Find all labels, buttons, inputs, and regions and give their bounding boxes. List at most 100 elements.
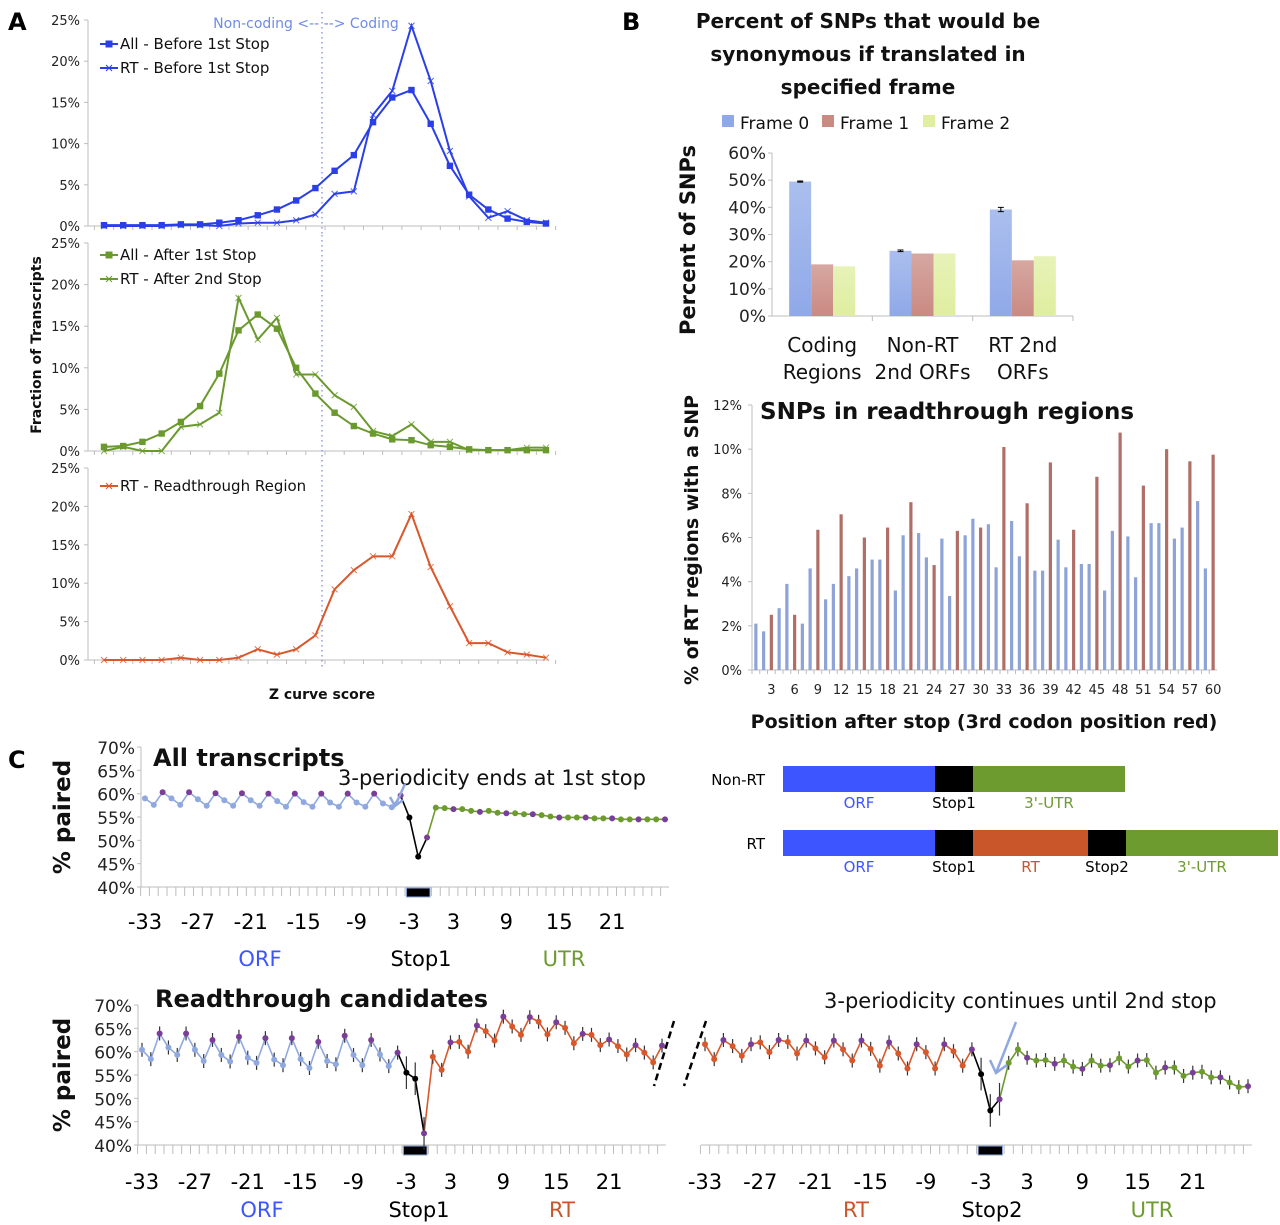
bar [777,608,781,670]
y-tick-label: 10% [51,362,80,377]
y-tick-label: 25% [51,462,80,477]
y-tick-label: 20% [51,500,80,515]
readthrough-candidates-title: Readthrough candidates [155,985,488,1013]
data-point-third-position [662,816,668,823]
data-point [215,656,223,664]
data-point [415,853,422,860]
data-point-third-position [1051,1060,1058,1067]
schematic-segment-label: ORF [844,858,875,876]
region-label: Stop2 [961,1198,1022,1222]
y-tick-label: 60% [728,144,766,164]
data-point [254,311,261,318]
y-axis-label: Percent of SNPs [676,145,700,335]
data-point [711,1056,718,1063]
stop-codon-box [405,887,431,898]
data-point [484,446,492,454]
data-point [538,812,545,819]
data-point-third-position [291,790,298,797]
data-point [617,816,624,823]
bar [1157,523,1161,670]
data-point [895,1050,902,1057]
y-tick-label: 0% [721,664,742,679]
data-point [203,802,210,809]
bar-third-position [1118,432,1122,670]
data-point [491,1037,498,1044]
data-point [150,801,157,808]
data-point [1033,1057,1040,1064]
data-point [465,446,473,454]
data-point [1088,1057,1095,1064]
data-point [1198,1068,1205,1075]
bar [1103,590,1107,670]
x-tick-label: 15 [543,1170,570,1194]
data-point [738,1052,745,1059]
data-point [427,77,435,85]
data-point-third-position [886,1039,893,1046]
region-label: Stop1 [388,1198,449,1222]
data-point [177,801,184,808]
x-axis-label: Position after stop (3rd codon position … [751,711,1218,733]
data-point [412,1075,419,1082]
y-tick-label: 60% [94,1044,132,1064]
x-tick-label: -27 [743,1170,777,1194]
legend-swatch [923,115,935,127]
panel-a: Fraction of Transcripts Z curve score No… [29,12,557,703]
y-tick-label: 0% [59,445,80,460]
y-tick-label: 70% [97,739,135,759]
data-point [194,796,201,803]
data-point [784,1038,791,1045]
data-point [542,654,550,662]
schematic-segment-label: Stop1 [932,858,976,876]
data-point [379,800,386,807]
data-point [1125,1063,1132,1070]
bar [911,253,934,316]
data-point [292,371,300,378]
x-tick-label: -27 [178,1170,212,1194]
data-point [292,364,300,371]
bar [1180,527,1184,670]
bar-third-position [839,514,843,670]
bar [1149,523,1153,670]
data-point [369,430,377,437]
all-transcripts-title: All transcripts [153,744,344,772]
panel-b-title-line-2: synonymous if translated in [710,42,1025,66]
y-tick-label: 2% [721,620,742,635]
category-label: Non-RT [887,333,960,357]
legend-label: All - After 1st Stop [120,246,256,264]
series-line [998,1048,1249,1100]
bar [901,535,905,670]
bar [1056,539,1060,670]
data-point [1235,1084,1242,1091]
data-point [350,422,358,430]
y-tick-label: 55% [97,809,135,829]
data-point [254,212,261,219]
legend-label: RT - Before 1st Stop [120,59,269,77]
data-point-third-position [186,789,193,796]
data-point-third-position [183,1030,190,1037]
schematic-segment-3utr [973,766,1125,792]
bar-third-position [886,527,890,670]
data-point [292,197,300,204]
schematic-segment-orf [783,830,935,856]
chart-a2: 0% 5% 10% 15% 20% 25% All - After 1st Stop RT -… [51,235,557,461]
schematic-segment-label: ORF [844,794,875,812]
chart-b1: Frame 0 Frame 1 Frame 2 0% 10% 20% 30% 40% 50% 60… [676,114,1074,384]
data-point [1152,1069,1159,1076]
data-point [292,216,300,224]
region-label: Stop1 [390,947,451,971]
data-point [812,1045,819,1052]
y-tick-label: 10% [51,138,80,153]
y-tick-label: 15% [51,320,80,335]
data-point [142,795,148,802]
y-tick-label: 8% [721,487,742,502]
bar-third-position [1048,462,1052,670]
bar [924,557,928,670]
x-tick-label: 45 [1089,683,1106,698]
bar-third-position [979,527,983,670]
data-point [702,1041,708,1048]
data-point [271,1056,278,1063]
data-point [1116,1055,1123,1062]
data-point [867,1045,874,1052]
bar [971,518,975,670]
schematic-segment-stop1 [935,830,973,856]
